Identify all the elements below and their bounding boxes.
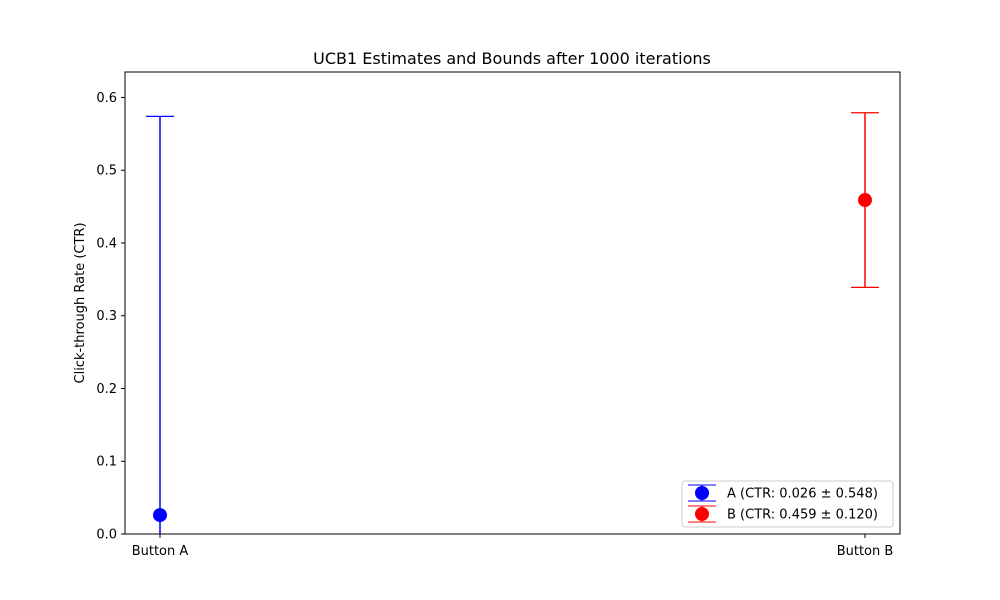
- chart-title: UCB1 Estimates and Bounds after 1000 ite…: [313, 49, 711, 68]
- x-tick-label: Button A: [132, 544, 189, 559]
- chart-marks: [146, 112, 879, 534]
- y-tick-label: 0.0: [96, 528, 117, 543]
- y-axis: 0.0 0.1 0.2 0.3 0.4 0.5 0.6: [96, 91, 125, 543]
- legend-entry-b: B (CTR: 0.459 ± 0.120): [688, 505, 878, 523]
- y-tick-label: 0.4: [96, 236, 117, 251]
- y-tick-label: 0.6: [96, 91, 117, 106]
- error-bar-b: [851, 112, 879, 288]
- legend-box: [681, 480, 894, 528]
- legend-label: A (CTR: 0.026 ± 0.548): [727, 487, 878, 502]
- estimate-point: [153, 508, 167, 523]
- legend-label: B (CTR: 0.459 ± 0.120): [727, 508, 878, 523]
- x-tick-label: Button B: [837, 544, 894, 559]
- y-tick-label: 0.5: [96, 164, 117, 179]
- legend: A (CTR: 0.026 ± 0.548) B (CTR: 0.459 ± 0.…: [681, 480, 894, 528]
- legend-marker: [695, 486, 709, 500]
- estimate-point: [858, 193, 872, 208]
- y-tick-label: 0.3: [96, 309, 117, 324]
- plot-frame: [124, 71, 901, 535]
- y-tick-label: 0.2: [96, 382, 117, 397]
- legend-entry-a: A (CTR: 0.026 ± 0.548): [688, 484, 878, 502]
- x-axis: Button A Button B: [132, 534, 894, 559]
- y-axis-label: Click-through Rate (CTR): [73, 222, 88, 383]
- y-tick-label: 0.1: [96, 455, 117, 470]
- error-bar-a: [146, 115, 174, 534]
- legend-marker: [695, 507, 709, 521]
